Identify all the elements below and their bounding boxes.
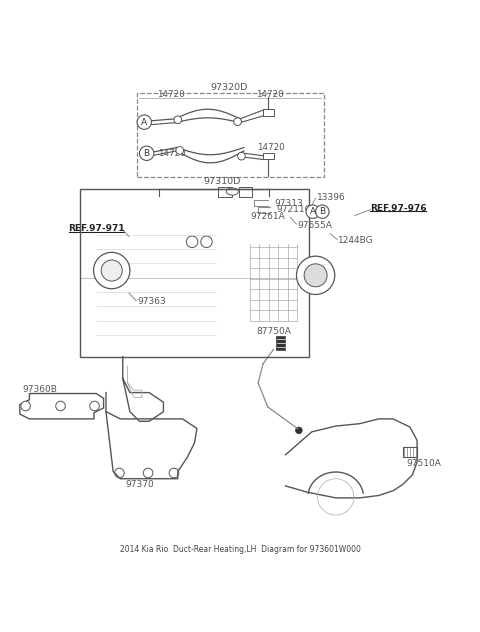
Bar <box>263 109 274 116</box>
Text: REF.97-971: REF.97-971 <box>68 224 125 233</box>
Circle shape <box>169 468 179 478</box>
Text: 97370: 97370 <box>125 480 154 489</box>
Bar <box>276 336 286 349</box>
Bar <box>80 189 310 356</box>
Circle shape <box>144 468 153 478</box>
Circle shape <box>56 401 65 411</box>
Text: 97510A: 97510A <box>407 459 442 468</box>
Text: 97655A: 97655A <box>298 221 332 229</box>
Text: 97360B: 97360B <box>23 385 58 394</box>
Circle shape <box>186 236 198 248</box>
Text: 2014 Kia Rio  Duct-Rear Heating,LH  Diagram for 973601W000: 2014 Kia Rio Duct-Rear Heating,LH Diagra… <box>120 545 360 554</box>
Bar <box>218 187 232 197</box>
Text: 97261A: 97261A <box>251 212 285 221</box>
Circle shape <box>90 401 99 411</box>
Text: 1244BG: 1244BG <box>338 236 374 245</box>
Circle shape <box>201 236 212 248</box>
Text: A: A <box>310 207 316 216</box>
Bar <box>263 153 274 159</box>
Text: 14720: 14720 <box>257 143 285 152</box>
Circle shape <box>238 152 245 160</box>
Ellipse shape <box>227 188 239 195</box>
Bar <box>137 94 324 177</box>
Text: REF.97-976: REF.97-976 <box>370 204 426 213</box>
Text: 14720: 14720 <box>256 90 284 99</box>
Text: B: B <box>144 149 150 158</box>
Text: 87750A: 87750A <box>256 327 291 336</box>
Text: 97313: 97313 <box>275 198 303 207</box>
Circle shape <box>306 205 320 219</box>
Text: 97320D: 97320D <box>211 83 248 92</box>
Text: B: B <box>319 207 325 216</box>
Circle shape <box>174 116 181 124</box>
Circle shape <box>101 260 122 281</box>
Circle shape <box>115 468 124 478</box>
Bar <box>403 447 417 457</box>
Text: 13396: 13396 <box>317 193 345 202</box>
Circle shape <box>94 252 130 289</box>
Text: 14720: 14720 <box>158 149 186 158</box>
Text: A: A <box>141 118 147 126</box>
Circle shape <box>297 256 335 295</box>
Circle shape <box>234 118 241 126</box>
Circle shape <box>176 147 183 154</box>
Circle shape <box>140 146 154 161</box>
Circle shape <box>137 115 152 130</box>
Circle shape <box>296 427 302 434</box>
Text: 97363: 97363 <box>137 297 166 306</box>
Bar <box>239 187 252 197</box>
Circle shape <box>304 264 327 287</box>
Text: 97310D: 97310D <box>203 176 240 186</box>
Circle shape <box>316 205 329 219</box>
Text: 14720: 14720 <box>157 90 184 99</box>
Circle shape <box>21 401 30 411</box>
Text: 97211C: 97211C <box>276 205 311 214</box>
